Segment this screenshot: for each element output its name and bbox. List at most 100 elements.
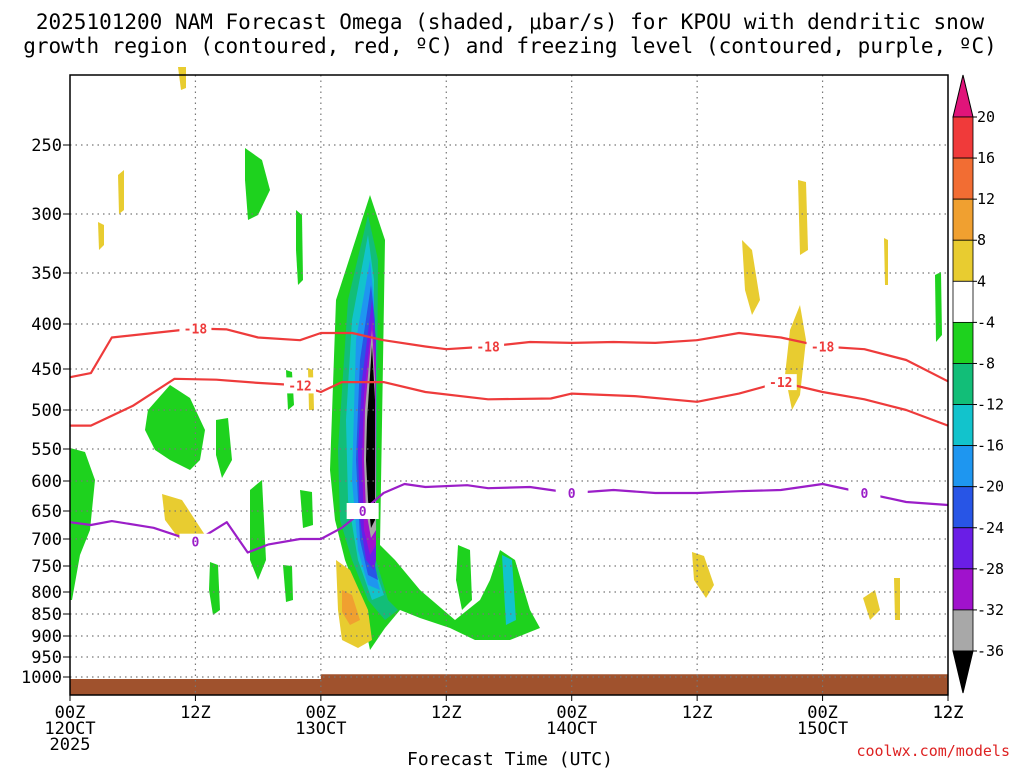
x-tick-label: 12Z: [180, 703, 211, 723]
colorbar-bin: [952, 609, 974, 652]
omega-region-black: [366, 345, 375, 528]
colorbar-bin: [952, 321, 974, 364]
colorbar-bin: [952, 486, 974, 529]
colorbar-label: -28: [977, 560, 1004, 578]
x-tick-label: 12OCT: [44, 719, 95, 739]
contour-label-bg: [179, 533, 212, 550]
y-tick-label: 500: [31, 401, 62, 421]
colorbar-label: 8: [977, 231, 986, 249]
x-tick-label: 14OCT: [546, 719, 597, 739]
x-axis-label: Forecast Time (UTC): [407, 749, 613, 768]
omega-region-green: [296, 210, 303, 285]
contour-label: -12: [288, 379, 311, 394]
x-tick-label: 00Z: [556, 703, 587, 723]
y-tick-label: 800: [31, 583, 62, 603]
colorbar-bin: [952, 404, 974, 447]
omega-region-cyan: [502, 555, 516, 625]
colorbar-label: -32: [977, 601, 1004, 619]
omega-region-yellow: [742, 240, 760, 315]
contour-label-bg: [806, 338, 839, 355]
colorbar-label: -12: [977, 396, 1004, 414]
x-tick-label: 12Z: [431, 703, 462, 723]
y-tick-label: 400: [31, 315, 62, 335]
terrain-fill: [70, 674, 948, 695]
colorbar-label: 12: [977, 190, 995, 208]
omega-region-green: [209, 562, 220, 615]
contour-label: -18: [476, 341, 500, 356]
omega-region-green: [330, 195, 540, 650]
plot-frame: [69, 74, 949, 696]
omega-region-green: [245, 148, 270, 220]
contour-label-bg: [472, 338, 505, 355]
y-tick-label: 1000: [21, 668, 62, 688]
colorbar: 20 16 12 8 4 -4 -8 -12 -16 -20 -24 -28 -32 -36: [952, 74, 1004, 694]
y-tick-label: 600: [31, 472, 62, 492]
plot-area: -18 -18 -18 -12 -12 0 0 0 0: [69, 67, 949, 696]
omega-region-yellow: [692, 552, 714, 598]
colorbar-top-arrow: [952, 74, 974, 118]
y-tick-label: 350: [31, 264, 62, 284]
colorbar-label: -24: [977, 519, 1004, 537]
omega-region-green: [935, 272, 942, 342]
contour-label-bg: [555, 485, 588, 501]
y-tick-label: 650: [31, 502, 62, 522]
contour-label-bg: [283, 377, 316, 394]
colorbar-bin: [952, 363, 974, 405]
colorbar-bin: [952, 527, 974, 570]
omega-region-yellow: [118, 170, 124, 214]
colorbar-label: 4: [977, 272, 986, 290]
colorbar-bin: [952, 198, 974, 241]
y-tick-label: 700: [31, 530, 62, 550]
grid-lines: [70, 75, 948, 695]
contour-label: -12: [769, 376, 792, 391]
contour-label: 0: [359, 505, 367, 520]
y-tick-label: 300: [31, 205, 62, 225]
chart-title-line2: growth region (contoured, red, ºC) and f…: [23, 34, 997, 58]
omega-region-green: [300, 490, 313, 528]
contour-line: [70, 377, 949, 427]
x-tick-label: 12Z: [933, 703, 964, 723]
colorbar-label: -36: [977, 642, 1004, 660]
omega-region-yellow: [178, 67, 186, 90]
omega-region-green: [283, 565, 293, 602]
x-tick-label: 00Z: [807, 703, 838, 723]
contour-line: [69, 482, 949, 554]
colorbar-bin: [952, 445, 974, 488]
terrain-area: [70, 674, 948, 695]
y-tick-label: 900: [31, 627, 62, 647]
contour-label: 0: [568, 487, 576, 502]
colorbar-label: -4: [977, 313, 995, 331]
omega-region-yellow: [894, 578, 900, 620]
omega-region-yellow: [798, 180, 808, 255]
contour-label-bg: [764, 374, 797, 391]
colorbar-label: 20: [977, 108, 995, 126]
contour-label: -18: [811, 341, 835, 356]
colorbar-bin: [952, 157, 974, 200]
y-tick-label: 250: [31, 136, 62, 156]
colorbar-bottom-arrow: [952, 650, 974, 694]
y-tick-label: 550: [31, 440, 62, 460]
x-tick-label: 2025: [50, 735, 91, 755]
omega-region-green: [216, 418, 232, 478]
contour-label-bg: [179, 320, 212, 337]
contour-label: 0: [860, 487, 868, 502]
contour-label-bg: [848, 485, 881, 501]
colorbar-label: 16: [977, 149, 995, 167]
colorbar-bin: [952, 116, 974, 159]
x-tick-label: 12Z: [933, 703, 964, 723]
colorbar-bin: [952, 239, 974, 282]
x-tick-label: 00Z: [305, 703, 336, 723]
x-tick-label: 12Z: [682, 703, 713, 723]
colorbar-bin: [952, 280, 974, 323]
credit-text: coolwx.com/models: [856, 742, 1010, 760]
colorbar-label: -20: [977, 478, 1004, 496]
omega-region-yellow: [98, 222, 104, 250]
y-tick-label: 450: [31, 360, 62, 380]
chart-title-line1: 2025101200 NAM Forecast Omega (shaded, μ…: [36, 10, 985, 34]
contour-label-bg: [346, 503, 379, 519]
y-tick-label: 950: [31, 648, 62, 668]
omega-region-green: [250, 480, 266, 580]
x-tick-label: 15OCT: [797, 719, 848, 739]
